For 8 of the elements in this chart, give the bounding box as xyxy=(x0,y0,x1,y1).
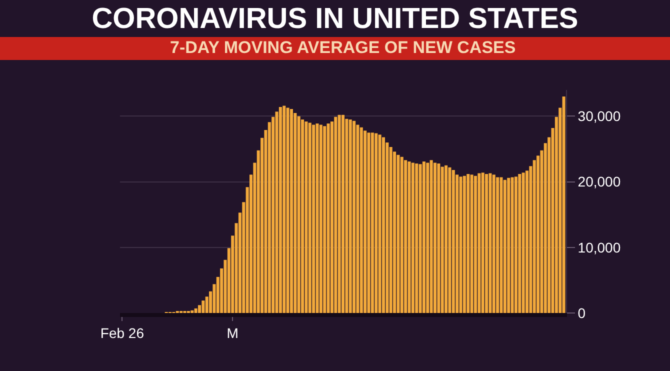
y-tick-label: 20,000 xyxy=(578,174,621,190)
y-tick-label: 0 xyxy=(578,304,586,321)
y-tick-label: 30,000 xyxy=(578,108,621,124)
chart-subtitle: 7-DAY MOVING AVERAGE OF NEW CASES xyxy=(170,38,516,57)
x-tick-label: Feb 26 xyxy=(100,324,144,341)
x-tick-label: M xyxy=(226,324,238,341)
chart-title: CORONAVIRUS IN UNITED STATES xyxy=(92,3,578,36)
y-tick-label: 10,000 xyxy=(578,239,621,256)
